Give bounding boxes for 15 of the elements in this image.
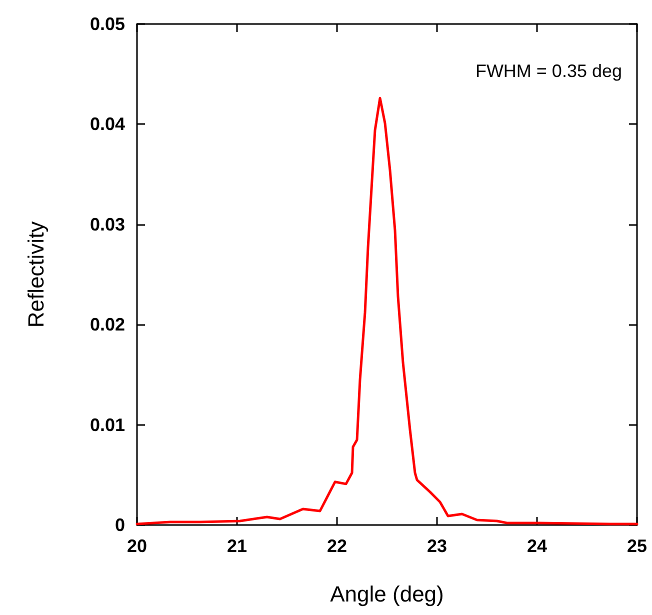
x-tick-label: 22 bbox=[326, 536, 348, 556]
x-tick-label: 25 bbox=[626, 536, 648, 556]
x-tick-label: 20 bbox=[126, 536, 148, 556]
y-tick-label: 0.04 bbox=[90, 114, 125, 134]
y-axis-title: Reflectivity bbox=[24, 221, 48, 328]
annotation: FWHM = 0.35 deg bbox=[475, 61, 622, 81]
y-tick-label: 0.03 bbox=[90, 214, 125, 234]
x-axis-title: Angle (deg) bbox=[330, 582, 444, 606]
x-tick-label: 21 bbox=[226, 536, 248, 556]
y-tick-label: 0.01 bbox=[90, 414, 125, 435]
x-tick-label: 24 bbox=[526, 536, 548, 556]
x-tick-label: 23 bbox=[426, 536, 448, 556]
y-tick-label: 0 bbox=[114, 515, 125, 535]
y-tick-label: 0.05 bbox=[90, 14, 125, 34]
y-tick-label: 0.02 bbox=[90, 314, 125, 335]
